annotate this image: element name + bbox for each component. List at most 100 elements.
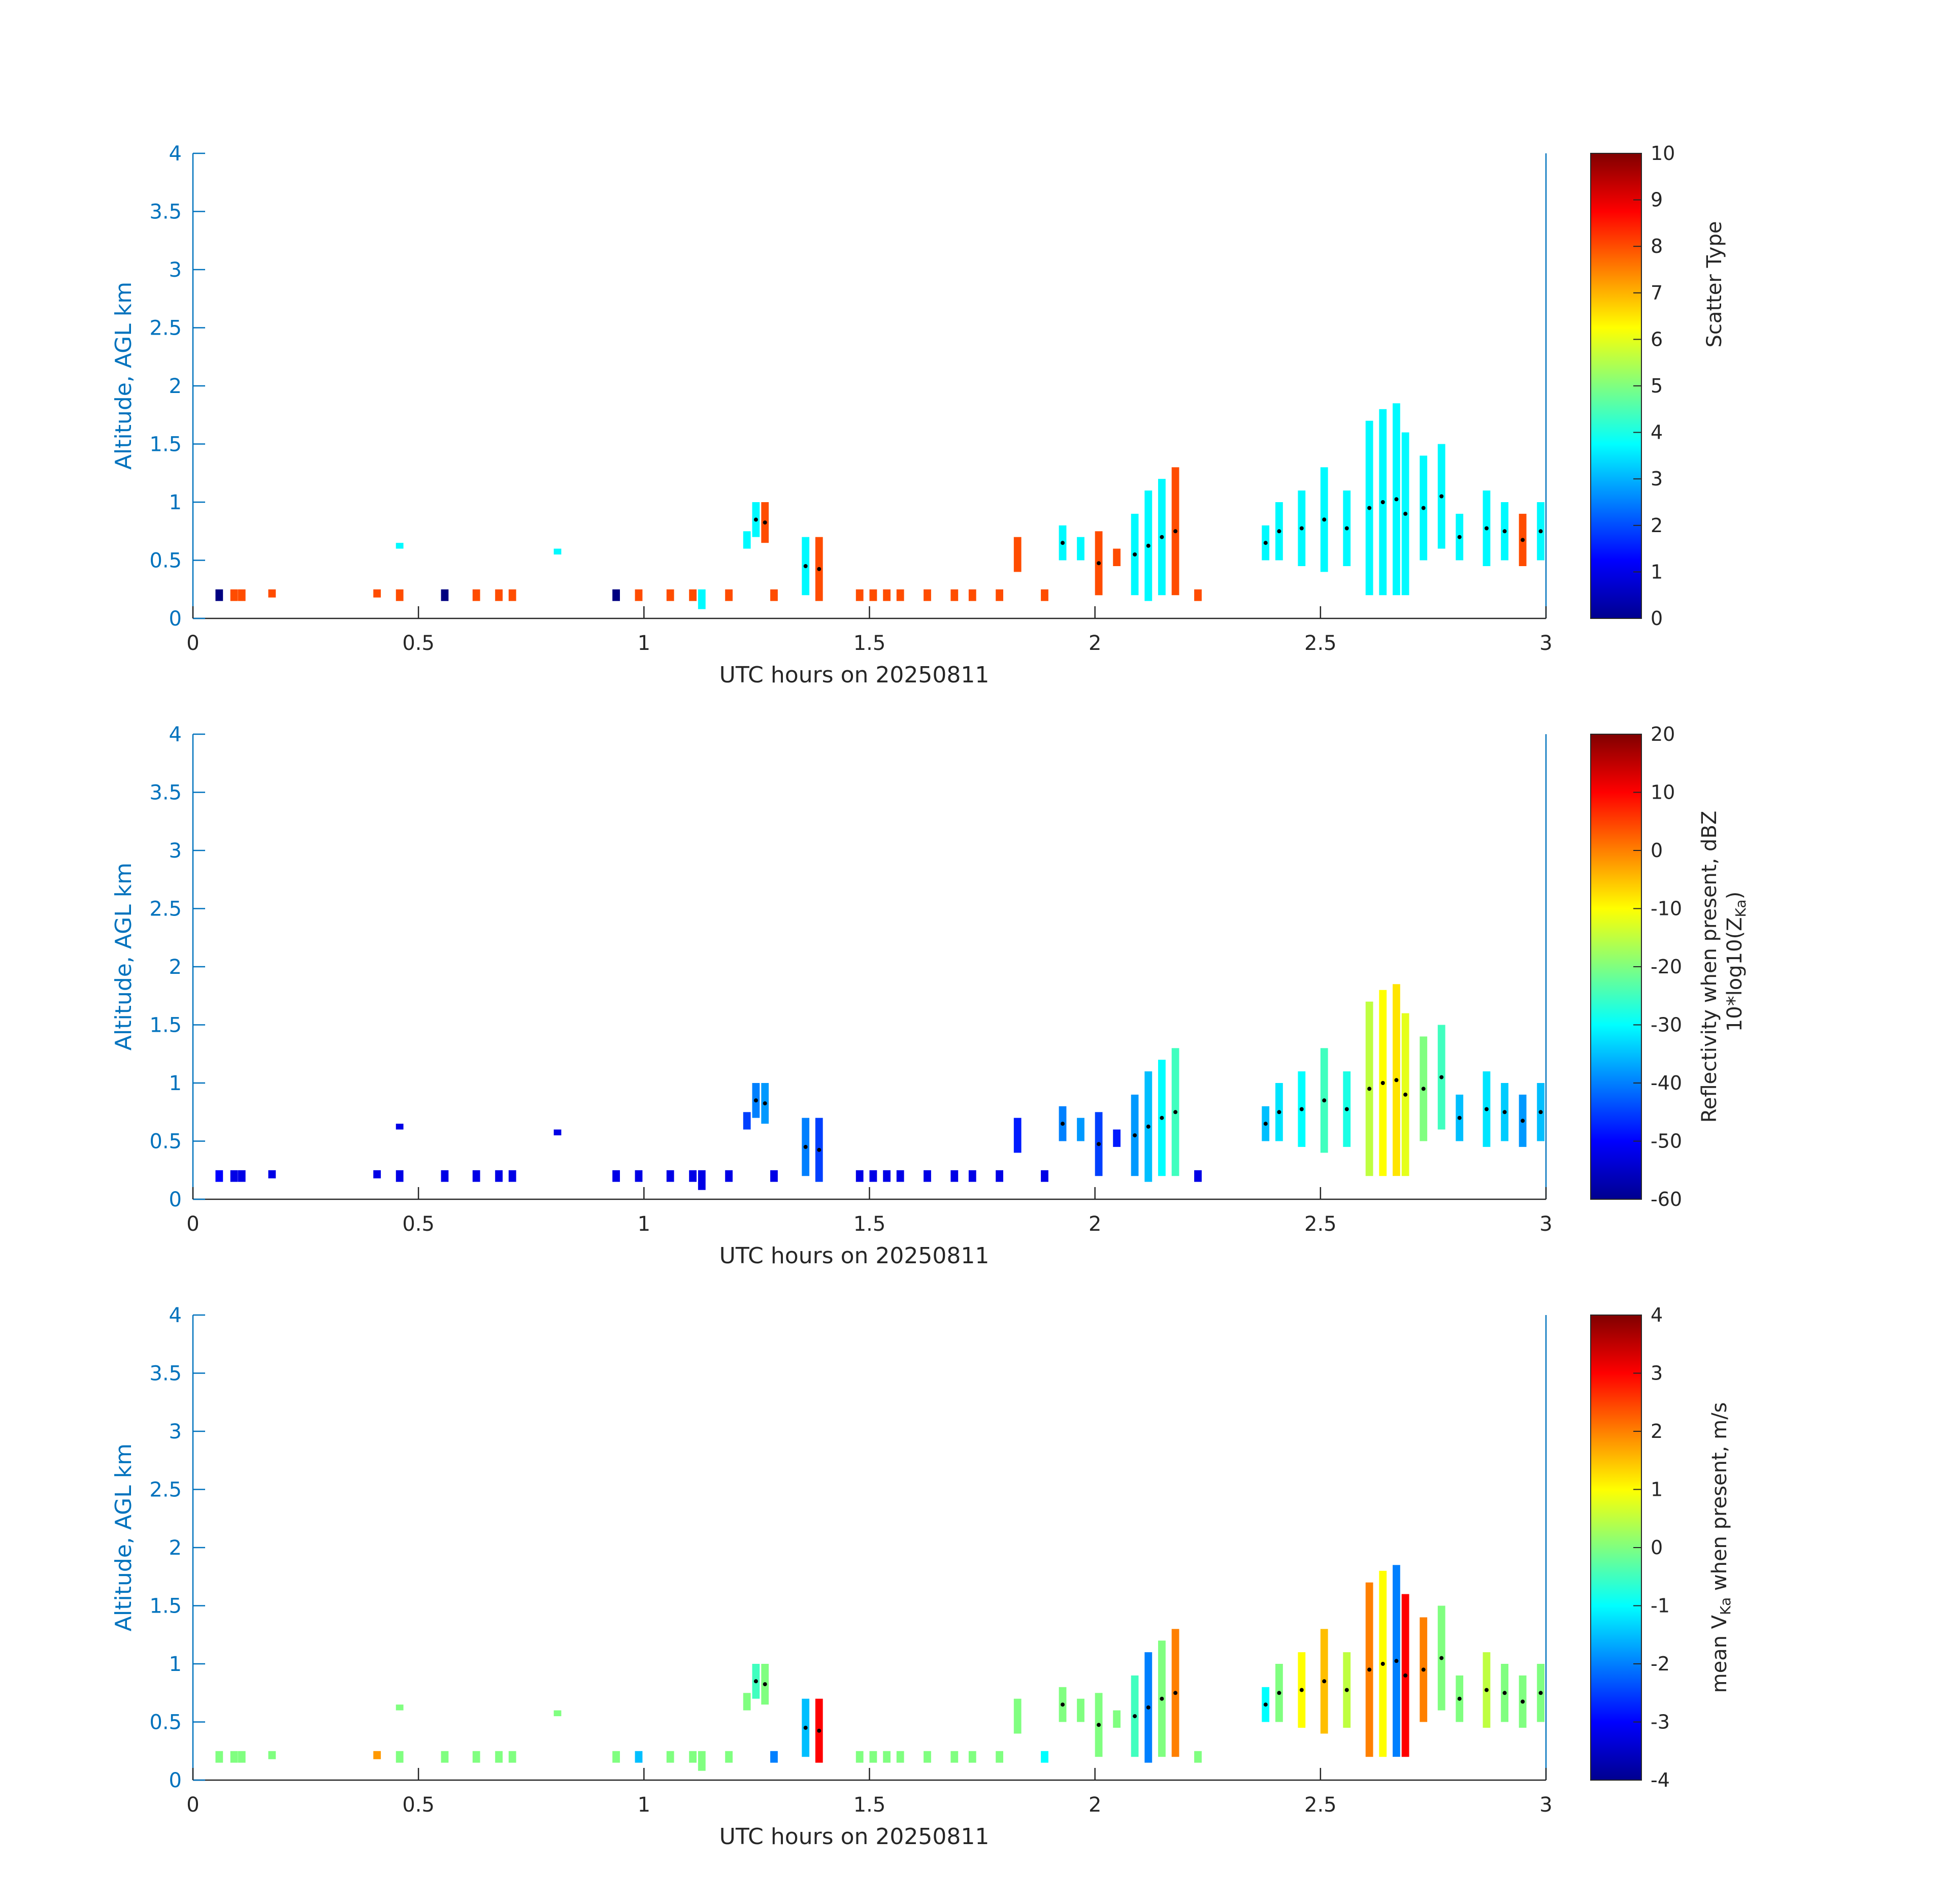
height-dot xyxy=(1521,538,1525,542)
data-cell xyxy=(396,1704,404,1711)
data-cell xyxy=(441,1170,449,1182)
height-dot xyxy=(753,1098,758,1103)
data-cell xyxy=(996,1751,1003,1763)
data-cell xyxy=(968,589,976,601)
data-cell xyxy=(924,589,931,601)
data-cell xyxy=(743,531,751,549)
data-cell xyxy=(230,1751,238,1763)
height-dot xyxy=(803,1144,808,1149)
height-dot xyxy=(803,1725,808,1730)
height-dot xyxy=(1457,535,1462,539)
x-tick-label: 0.5 xyxy=(402,632,435,655)
y-tick-label: 1 xyxy=(169,1653,182,1676)
data-cell xyxy=(883,1751,891,1763)
height-dot xyxy=(1502,1110,1507,1114)
data-cell xyxy=(855,589,864,601)
colorbar-tick-label: -10 xyxy=(1651,898,1682,920)
data-cell xyxy=(441,1751,449,1763)
x-tick-label: 0 xyxy=(186,1212,199,1236)
x-tick-label: 1.5 xyxy=(853,632,886,655)
height-dot xyxy=(1403,1673,1408,1678)
data-cell xyxy=(268,1751,276,1759)
data-cell xyxy=(268,1170,276,1178)
y-tick-label: 2.5 xyxy=(149,898,182,921)
colorbar-tick-label: -2 xyxy=(1651,1653,1670,1675)
height-dot xyxy=(1263,1702,1268,1707)
y-tick-label: 3.5 xyxy=(149,781,182,805)
height-dot xyxy=(1322,517,1327,522)
data-cell xyxy=(268,589,276,598)
colorbar-tick-label: -4 xyxy=(1651,1769,1670,1791)
data-cells xyxy=(215,403,1544,609)
colorbar-tick-label: 20 xyxy=(1651,723,1675,745)
data-cell xyxy=(238,1170,246,1182)
height-dot xyxy=(763,520,767,525)
colorbar-tick-label: 2 xyxy=(1651,1420,1663,1442)
height-dot xyxy=(1457,1115,1462,1120)
height-dot xyxy=(1061,1122,1065,1126)
height-dot xyxy=(1322,1098,1327,1103)
data-cell xyxy=(1041,1170,1048,1182)
data-cell xyxy=(238,1751,246,1763)
data-cell xyxy=(495,1170,503,1182)
y-axis-label: Altitude, AGL km xyxy=(111,282,137,470)
data-cell xyxy=(996,1170,1003,1182)
data-cell xyxy=(1194,1751,1202,1763)
colorbar-label: Reflectivity when present, dBZ xyxy=(1698,811,1721,1123)
height-dot xyxy=(1502,1691,1507,1695)
colorbar-tick-label: 2 xyxy=(1651,514,1663,537)
x-tick-label: 2.5 xyxy=(1304,1793,1337,1817)
y-tick-label: 1 xyxy=(169,491,182,514)
data-cell xyxy=(1077,537,1084,561)
data-cell xyxy=(373,589,381,598)
height-dot xyxy=(1146,543,1150,548)
data-cell xyxy=(215,1170,223,1182)
data-cell xyxy=(230,1170,238,1182)
y-tick-label: 3 xyxy=(169,258,182,282)
x-tick-label: 3 xyxy=(1539,632,1552,655)
height-dot xyxy=(1403,511,1408,516)
data-cell xyxy=(396,543,404,549)
height-dot xyxy=(1367,506,1372,510)
y-tick-label: 3 xyxy=(169,839,182,863)
data-cell xyxy=(1194,589,1202,601)
colorbar-tick-label: 4 xyxy=(1651,1304,1663,1326)
height-dot xyxy=(1061,1702,1065,1707)
data-cell xyxy=(612,1170,620,1182)
colorbar-tick-label: 6 xyxy=(1651,328,1663,350)
height-dot xyxy=(1097,1723,1101,1727)
colorbar: -4 -3 -2 -1 0 1 2 3 4 mean VKa when present, m/s xyxy=(1590,1304,1734,1791)
data-cell xyxy=(968,1751,976,1763)
height-dot xyxy=(1322,1679,1327,1684)
x-tick-label: 0.5 xyxy=(402,1212,435,1236)
data-cell xyxy=(553,1129,562,1136)
x-tick-label: 2 xyxy=(1089,632,1101,655)
x-tick-label: 1 xyxy=(638,1212,650,1236)
data-cell xyxy=(869,1751,877,1763)
height-dot xyxy=(1394,497,1399,502)
height-dot xyxy=(1097,561,1101,566)
height-dot xyxy=(1439,494,1444,499)
data-cell xyxy=(725,589,733,601)
height-dot xyxy=(1457,1696,1462,1701)
data-cell xyxy=(635,1170,643,1182)
data-cell xyxy=(396,1751,404,1763)
y-tick-label: 0.5 xyxy=(149,1711,182,1734)
height-dot xyxy=(1146,1705,1150,1710)
colorbar-tick-label: 10 xyxy=(1651,142,1675,165)
height-dot xyxy=(1277,1110,1281,1114)
y-tick-label: 2.5 xyxy=(149,317,182,340)
data-cell xyxy=(855,1170,864,1182)
colorbar-tick-label: 9 xyxy=(1651,189,1663,211)
x-axis-label: UTC hours on 20250811 xyxy=(719,662,990,688)
data-cell xyxy=(896,589,904,601)
data-cell xyxy=(869,589,877,601)
data-cell xyxy=(495,1751,503,1763)
data-cell xyxy=(1013,1698,1022,1734)
data-cells xyxy=(215,1565,1544,1771)
height-dot xyxy=(1277,1691,1281,1695)
data-cell xyxy=(1113,548,1121,566)
height-dot xyxy=(1277,529,1281,534)
data-cell xyxy=(883,1170,891,1182)
data-cell xyxy=(666,1751,674,1763)
